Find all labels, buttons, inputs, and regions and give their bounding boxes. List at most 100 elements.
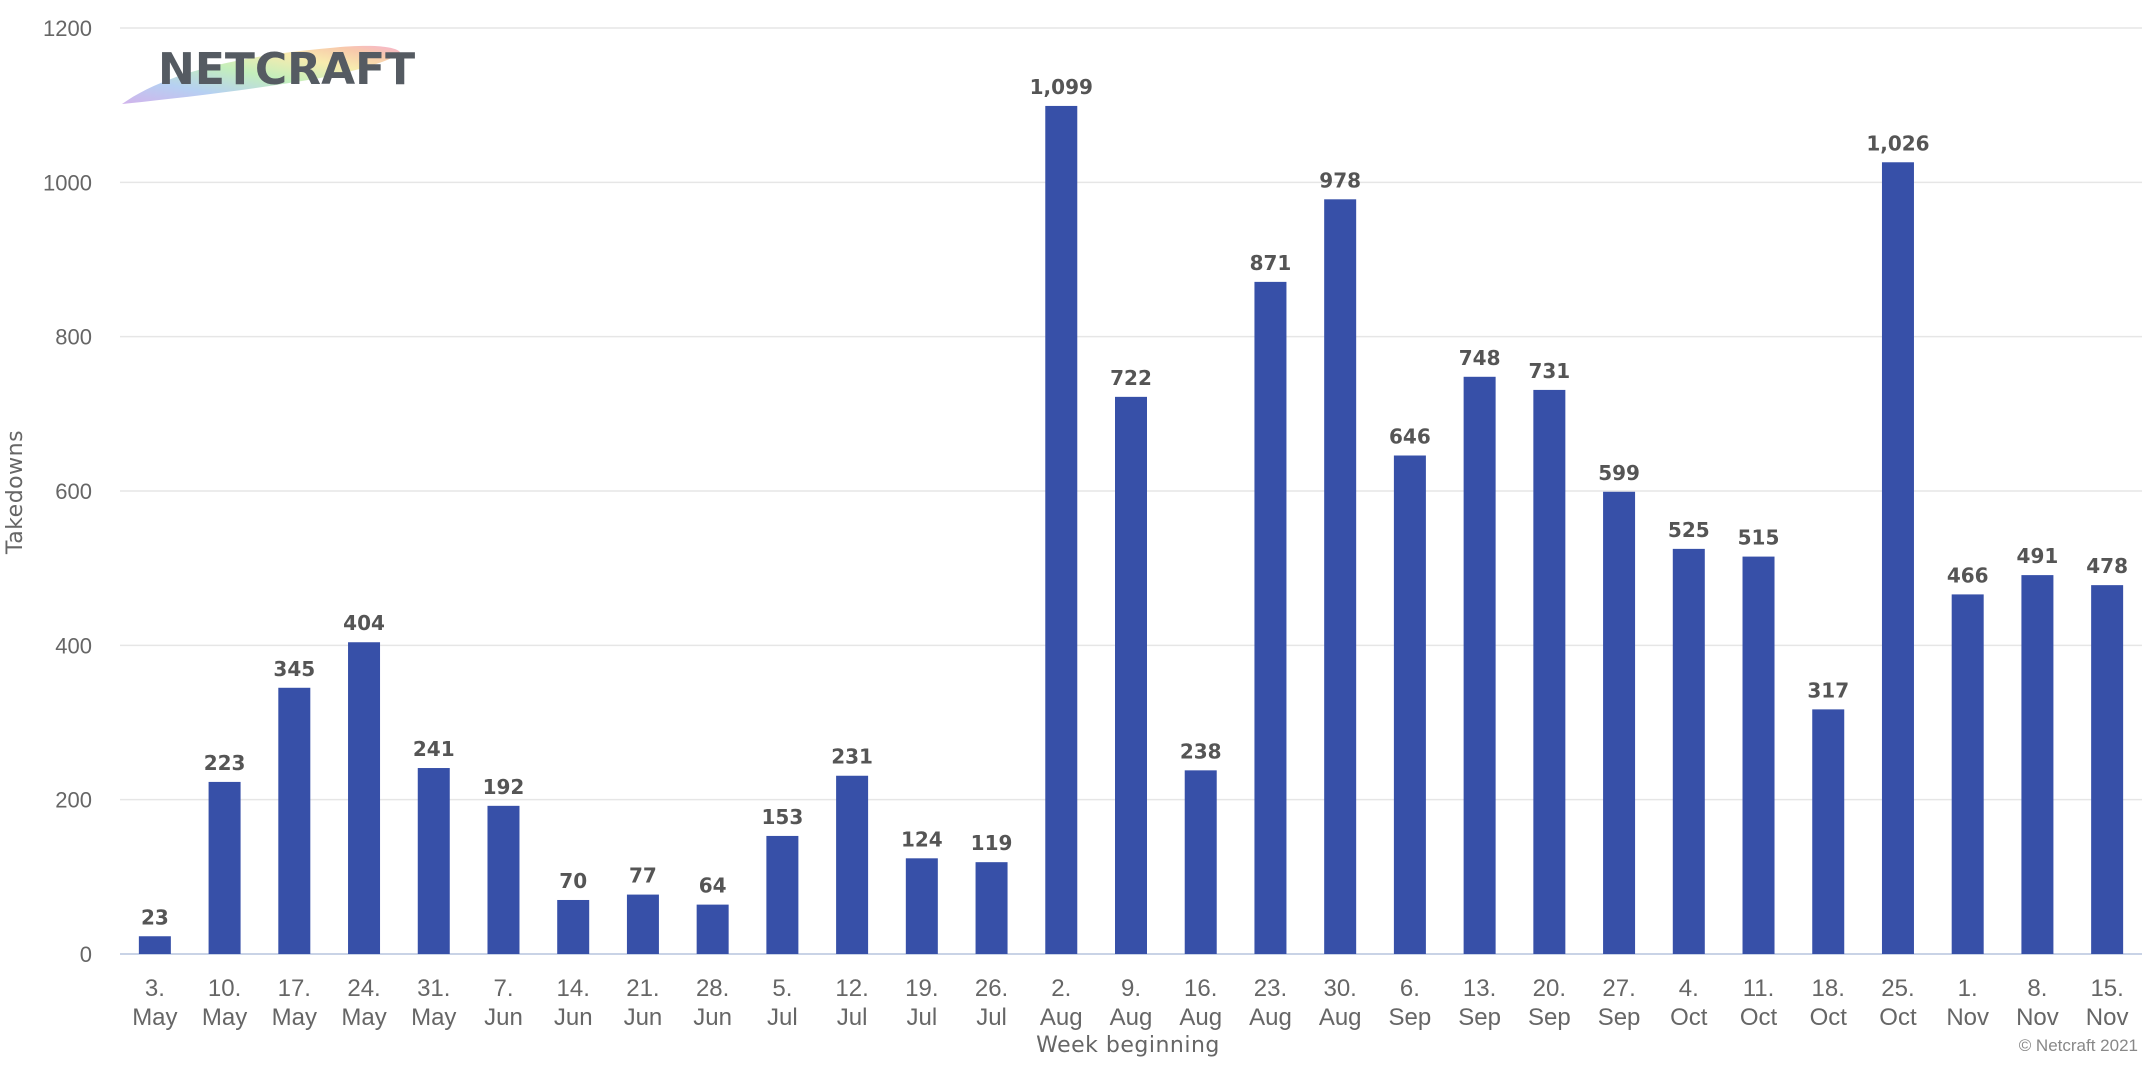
x-tick-label-month: May: [411, 1004, 456, 1031]
bar: [1533, 389, 1566, 955]
x-tick-label-day: 26.: [975, 975, 1008, 1002]
x-tick-label-day: 18.: [1812, 975, 1845, 1002]
x-tick-label-month: Nov: [2086, 1004, 2129, 1031]
bar: [557, 899, 590, 954]
x-tick-label-month: May: [341, 1004, 386, 1031]
x-tick-label-month: Jun: [484, 1004, 523, 1031]
data-label: 871: [1250, 251, 1292, 275]
x-tick-label-day: 1.: [1958, 975, 1978, 1002]
x-tick-label-month: Sep: [1389, 1004, 1432, 1031]
x-tick-label-month: Jun: [624, 1004, 663, 1031]
data-label: 491: [2017, 544, 2059, 568]
bar: [1463, 376, 1496, 954]
data-label: 731: [1528, 359, 1570, 383]
bar: [626, 894, 659, 954]
data-label: 241: [413, 737, 455, 761]
bar: [1184, 770, 1217, 954]
x-tick-label-day: 16.: [1184, 975, 1217, 1002]
x-tick-label-day: 15.: [2090, 975, 2123, 1002]
x-tick-label-month: Sep: [1458, 1004, 1501, 1031]
x-tick-label-month: Aug: [1249, 1004, 1292, 1031]
data-label: 646: [1389, 425, 1431, 449]
x-tick-label-month: Oct: [1810, 1004, 1848, 1031]
x-tick-label-month: Nov: [1946, 1004, 1989, 1031]
data-label: 77: [629, 864, 657, 888]
x-tick-label-day: 4.: [1679, 975, 1699, 1002]
x-tick-label-month: Oct: [1879, 1004, 1917, 1031]
x-tick-label-day: 27.: [1602, 975, 1635, 1002]
data-label: 124: [901, 827, 943, 851]
y-axis-title: Takedowns: [3, 430, 28, 555]
gridlines: [120, 27, 2142, 955]
x-tick-label-day: 3.: [145, 975, 165, 1002]
x-tick-label-day: 8.: [2027, 975, 2047, 1002]
x-axis-title: Week beginning: [1036, 1033, 1220, 1058]
x-tick-label-day: 14.: [557, 975, 590, 1002]
bar: [1742, 556, 1775, 954]
netcraft-logo: NETCRAFT: [122, 44, 415, 104]
data-label: 599: [1598, 461, 1640, 485]
bar: [2021, 575, 2054, 954]
data-label: 223: [204, 751, 246, 775]
x-tick-label-day: 25.: [1881, 975, 1914, 1002]
x-tick-label-month: Sep: [1528, 1004, 1571, 1031]
x-tick-label-day: 6.: [1400, 975, 1420, 1002]
data-label: 153: [762, 805, 804, 829]
data-label: 404: [343, 611, 385, 635]
bar: [1115, 396, 1147, 954]
y-tick-label: 0: [80, 942, 92, 967]
data-label: 238: [1180, 739, 1222, 763]
bar: [1812, 709, 1845, 954]
x-axis-ticks: 3.May10.May17.May24.May31.May7.Jun14.Jun…: [132, 975, 2128, 1031]
x-tick-label-day: 10.: [208, 975, 241, 1002]
x-tick-label-day: 12.: [835, 975, 868, 1002]
x-tick-label-month: Aug: [1179, 1004, 1222, 1031]
bar: [766, 835, 799, 954]
x-tick-label-day: 21.: [626, 975, 659, 1002]
data-label: 64: [699, 874, 727, 898]
data-label: 70: [559, 869, 587, 893]
x-tick-label-month: May: [272, 1004, 317, 1031]
x-tick-label-day: 17.: [278, 975, 311, 1002]
x-tick-label-day: 24.: [347, 975, 380, 1002]
x-tick-label-month: Oct: [1670, 1004, 1708, 1031]
x-tick-label-day: 13.: [1463, 975, 1496, 1002]
x-tick-label-day: 9.: [1121, 975, 1141, 1002]
x-tick-label-month: Aug: [1110, 1004, 1153, 1031]
bar: [417, 768, 450, 954]
x-tick-label-month: Nov: [2016, 1004, 2059, 1031]
logo-wordmark: NETCRAFT: [158, 44, 415, 95]
y-tick-label: 1000: [43, 170, 92, 195]
data-label: 23: [141, 905, 169, 929]
bar: [487, 805, 520, 954]
x-tick-label-day: 31.: [417, 975, 450, 1002]
x-tick-label-month: Jun: [693, 1004, 732, 1031]
bar: [975, 862, 1008, 954]
bars: [138, 105, 2124, 955]
x-tick-label-day: 28.: [696, 975, 729, 1002]
x-tick-label-day: 11.: [1743, 975, 1775, 1002]
x-tick-label-day: 5.: [772, 975, 792, 1002]
y-tick-label: 600: [55, 479, 92, 504]
x-tick-label-month: Aug: [1319, 1004, 1362, 1031]
y-tick-label: 400: [55, 633, 92, 658]
y-tick-label: 200: [55, 788, 92, 813]
data-label: 525: [1668, 518, 1710, 542]
x-tick-label-month: Aug: [1040, 1004, 1083, 1031]
bar: [1881, 162, 1914, 954]
bar: [1045, 105, 1078, 954]
data-label: 722: [1110, 366, 1152, 390]
bar: [696, 904, 729, 954]
x-tick-label-month: Jul: [906, 1004, 937, 1031]
data-label: 515: [1738, 526, 1780, 550]
x-tick-label-month: May: [132, 1004, 177, 1031]
data-label: 1,026: [1866, 131, 1929, 155]
data-label: 192: [483, 775, 525, 799]
x-tick-label-month: Jun: [554, 1004, 593, 1031]
x-tick-label-month: Jul: [837, 1004, 868, 1031]
data-label: 1,099: [1030, 75, 1093, 99]
data-labels: 23 223 345 404 241 192 70 77 64 153 231 124 119 1,099…: [141, 75, 2128, 929]
x-tick-label-day: 20.: [1533, 975, 1566, 1002]
y-tick-label: 800: [55, 325, 92, 350]
x-tick-label-month: May: [202, 1004, 247, 1031]
